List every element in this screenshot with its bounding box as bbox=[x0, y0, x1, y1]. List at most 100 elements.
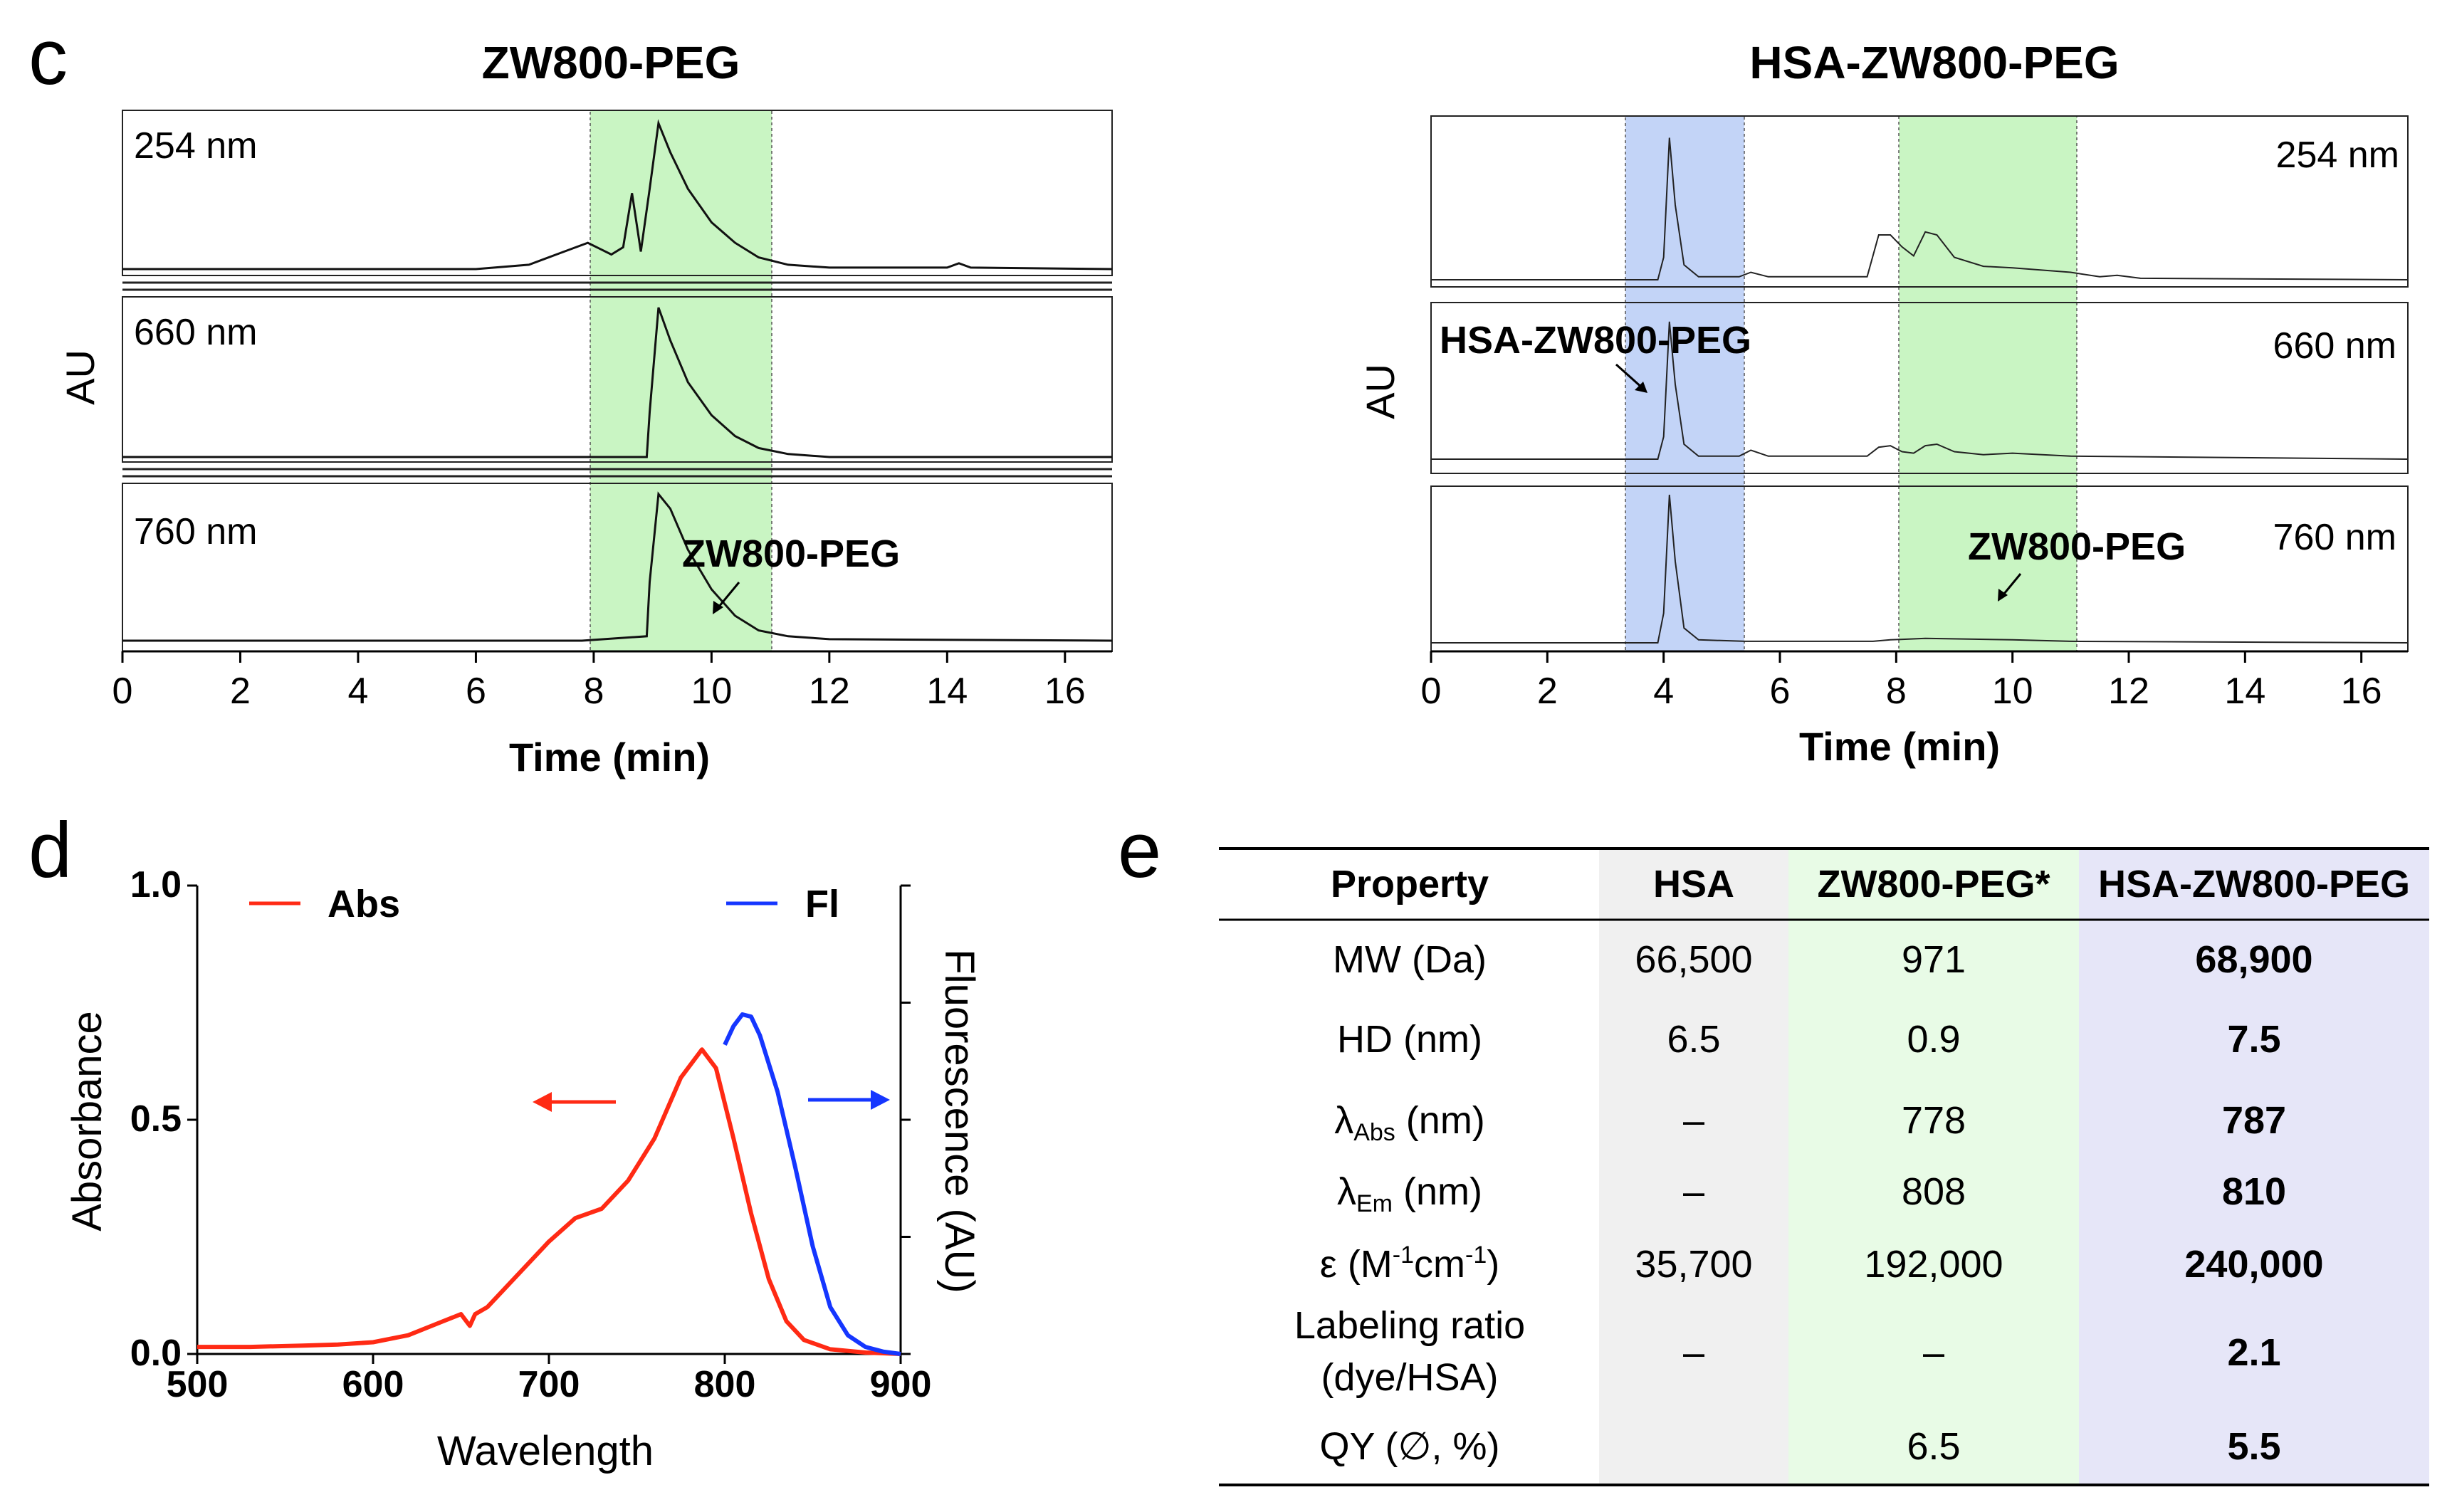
property-sup2: -1 bbox=[1465, 1241, 1487, 1269]
table-cell-property: ε (M-1cm-1) bbox=[1320, 1241, 1499, 1286]
table-cell-property: HD (nm) bbox=[1337, 1018, 1482, 1061]
annotation-zw800-peg-right: ZW800-PEG bbox=[1968, 525, 2186, 568]
table-cell-hsa-zw800-peg: 5.5 bbox=[2227, 1425, 2280, 1468]
table-cell-hsa: – bbox=[1683, 1331, 1704, 1374]
property-main: ε (M bbox=[1320, 1243, 1393, 1286]
channel-label-left-254: 254 nm bbox=[134, 125, 257, 167]
y-tick-label: 0.0 bbox=[130, 1333, 182, 1374]
table-header-property: Property bbox=[1331, 863, 1489, 905]
x-tick-label: 2 bbox=[230, 671, 251, 712]
table-cell-zw800-peg: 192,000 bbox=[1864, 1243, 2003, 1286]
table-cell-hsa-zw800-peg: 787 bbox=[2222, 1099, 2286, 1142]
table-cell-hsa: 6.5 bbox=[1667, 1018, 1720, 1061]
table-cell-hsa: – bbox=[1683, 1099, 1704, 1142]
x-tick-label: 8 bbox=[583, 671, 604, 712]
annotation-arrow bbox=[1615, 363, 1645, 390]
x-axis-title-right: Time (min) bbox=[1799, 724, 2000, 769]
legend-label-abs: Abs bbox=[328, 883, 400, 925]
panel-letter-d: d bbox=[28, 807, 72, 894]
channel-label-left-760: 760 nm bbox=[134, 511, 257, 552]
property-sub: Abs bbox=[1353, 1119, 1395, 1146]
x-tick-label: 800 bbox=[694, 1364, 756, 1405]
table-cell-zw800-peg: – bbox=[1923, 1331, 1944, 1374]
highlight-band-green-right bbox=[1898, 115, 2078, 652]
table-cell-property: λAbs (nm) bbox=[1334, 1099, 1485, 1146]
channel-frame-left-660 bbox=[122, 296, 1113, 463]
y-tick-label: 1.0 bbox=[130, 864, 182, 905]
x-tick-label: 700 bbox=[518, 1364, 580, 1405]
arrowhead-left-abs bbox=[533, 1092, 552, 1112]
trace-left-760 bbox=[122, 491, 1113, 642]
x-tick-label: 14 bbox=[926, 671, 968, 712]
table-cell-property: λEm (nm) bbox=[1337, 1170, 1482, 1217]
highlight-band-green-left bbox=[590, 110, 772, 652]
property-rest: ) bbox=[1487, 1243, 1499, 1286]
table-cell-zw800-peg: 0.9 bbox=[1907, 1018, 1960, 1061]
table-cell-property: (dye/HSA) bbox=[1321, 1356, 1498, 1399]
table-cell-hsa-zw800-peg: 7.5 bbox=[2227, 1018, 2280, 1061]
x-tick-label: 900 bbox=[870, 1364, 932, 1405]
table-cell-hsa: 66,500 bbox=[1635, 938, 1752, 981]
table-cell-hsa-zw800-peg: 68,900 bbox=[2195, 938, 2312, 981]
panel-letter-c: c bbox=[28, 14, 68, 101]
chart-title-left: ZW800-PEG bbox=[482, 37, 740, 88]
table-cell-hsa-zw800-peg: 2.1 bbox=[2227, 1331, 2280, 1374]
annotation-zw800-peg-left: ZW800-PEG bbox=[682, 532, 900, 575]
trace-right-760 bbox=[1431, 494, 2409, 644]
table-cell-zw800-peg: 971 bbox=[1902, 938, 1966, 981]
table-cell-property: MW (Da) bbox=[1333, 938, 1487, 981]
x-tick-label: 6 bbox=[466, 671, 486, 712]
table-header-hsa-zw800-peg: HSA-ZW800-PEG bbox=[2098, 863, 2410, 905]
x-tick-label: 4 bbox=[1653, 671, 1674, 712]
channel-frame-right-254 bbox=[1430, 115, 2409, 288]
x-tick-label: 12 bbox=[2108, 671, 2149, 712]
arrowhead-right-fl bbox=[871, 1090, 890, 1110]
x-tick-label: 500 bbox=[167, 1364, 229, 1405]
chart-title-right: HSA-ZW800-PEG bbox=[1749, 37, 2119, 88]
x-tick-label: 4 bbox=[347, 671, 368, 712]
hplc-chart-left: ZW800-PEG 254 nm 660 nm 760 nm ZW800-PEG… bbox=[58, 37, 1113, 779]
table-cell-zw800-peg: 778 bbox=[1902, 1099, 1966, 1142]
x-tick-label: 0 bbox=[1421, 671, 1442, 712]
legend-label-fl: Fl bbox=[805, 883, 839, 925]
channel-label-right-254: 254 nm bbox=[2276, 135, 2399, 176]
property-main: λ bbox=[1334, 1099, 1353, 1142]
spectra-chart: 500 600 700 800 900 0.0 0.5 1.0 Abs Fl Absorban… bbox=[64, 864, 983, 1474]
y-axis-title-left: AU bbox=[58, 350, 103, 405]
channel-label-right-760: 760 nm bbox=[2273, 517, 2396, 558]
property-main: λ bbox=[1337, 1170, 1356, 1213]
table-cell-hsa: – bbox=[1683, 1170, 1704, 1213]
column-bg-zw800-peg bbox=[1788, 849, 2079, 1484]
properties-table: Property HSA ZW800-PEG* HSA-ZW800-PEG MW… bbox=[1219, 847, 2429, 1486]
channel-label-left-660: 660 nm bbox=[134, 312, 257, 353]
table-cell-zw800-peg: 6.5 bbox=[1907, 1425, 1960, 1468]
x-tick-label: 600 bbox=[342, 1364, 404, 1405]
table-cell-hsa-zw800-peg: 240,000 bbox=[2184, 1243, 2323, 1286]
property-mid: cm bbox=[1414, 1243, 1465, 1286]
trace-left-254 bbox=[122, 119, 1113, 271]
x-tick-label: 12 bbox=[809, 671, 850, 712]
annotation-arrowhead bbox=[1635, 382, 1647, 393]
channel-frame-left-254 bbox=[122, 110, 1113, 276]
trace-left-660 bbox=[122, 307, 1112, 458]
x-axis-right: 0 2 4 6 8 10 12 14 16 bbox=[1421, 650, 2408, 712]
table-cell-zw800-peg: 808 bbox=[1902, 1170, 1966, 1213]
x-tick-label: 0 bbox=[112, 671, 133, 712]
column-bg-hsa-zw800-peg bbox=[2079, 849, 2429, 1484]
x-tick-label: 16 bbox=[2341, 671, 2382, 712]
table-cell-hsa-zw800-peg: 810 bbox=[2222, 1170, 2286, 1213]
y-axis-title-right: AU bbox=[1358, 364, 1403, 419]
x-axis-title-left: Time (min) bbox=[509, 735, 710, 779]
series-abs-line bbox=[197, 1047, 901, 1356]
panel-letter-e: e bbox=[1118, 807, 1161, 894]
x-tick-label: 14 bbox=[2224, 671, 2265, 712]
series-fl-line bbox=[723, 1012, 901, 1356]
annotation-hsa-zw800-peg: HSA-ZW800-PEG bbox=[1440, 319, 1751, 362]
x-axis-left: 0 2 4 6 8 10 12 14 16 bbox=[112, 650, 1112, 712]
property-rest: (nm) bbox=[1393, 1170, 1482, 1213]
channel-frame-right-660 bbox=[1430, 302, 2409, 474]
column-bg-hsa bbox=[1599, 849, 1788, 1484]
table-header-hsa: HSA bbox=[1653, 863, 1734, 905]
x-axis-title-wavelength: Wavelength bbox=[437, 1428, 654, 1474]
table-cell-hsa: 35,700 bbox=[1635, 1243, 1752, 1286]
